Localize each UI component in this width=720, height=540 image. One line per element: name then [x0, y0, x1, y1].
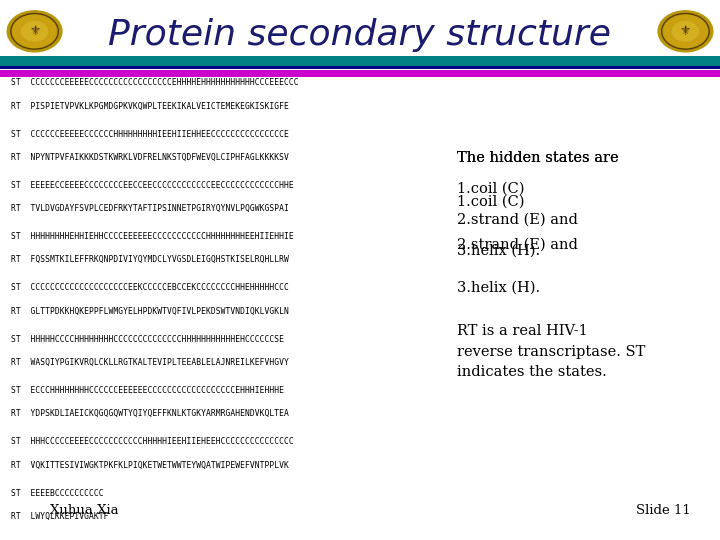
Text: 1.coil (C): 1.coil (C)	[457, 182, 525, 196]
Text: 3.helix (H).: 3.helix (H).	[457, 244, 540, 258]
Text: RT  GLTTPDKKHQKEPPFLWMGYELHPDKWTVQFIVLPEKDSWTVNDIQKLVGKLN: RT GLTTPDKKHQKEPPFLWMGYELHPDKWTVQFIVLPEK…	[11, 307, 289, 316]
Text: RT  LWYQLKKEPIVGAKTF: RT LWYQLKKEPIVGAKTF	[11, 512, 108, 521]
Text: 1.coil (C): 1.coil (C)	[457, 194, 525, 208]
Text: ST  CCCCCCCEEEEECCCCCCCCCCCCCCCCCEHHHHEHHHHHHHHHHHCCCEEECCC: ST CCCCCCCEEEEECCCCCCCCCCCCCCCCCEHHHHEHH…	[11, 78, 298, 87]
Text: RT  TVLDVGDAYFSVPLCEDFRKYTAFTIPSINNETPGIRYQYNVLPQGWKGSPAI: RT TVLDVGDAYFSVPLCEDFRKYTAFTIPSINNETPGIR…	[11, 204, 289, 213]
Text: reverse transcriptase. ST: reverse transcriptase. ST	[457, 345, 646, 359]
Circle shape	[658, 11, 713, 52]
Text: RT  PISPIETVPVKLKPGMDGPKVKQWPLTEEKIKALVEICTEMEKEGKISKIGFE: RT PISPIETVPVKLKPGMDGPKVKQWPLTEEKIKALVEI…	[11, 102, 289, 111]
Text: The hidden states are: The hidden states are	[457, 151, 618, 165]
Text: ST  EEEEBCCCCCCCCCC: ST EEEEBCCCCCCCCCC	[11, 489, 104, 498]
Circle shape	[7, 11, 62, 52]
Text: ST  HHHCCCCCEEEECCCCCCCCCCCHHHHHIEEHIIEHEEHCCCCCCCCCCCCCCC: ST HHHCCCCCEEEECCCCCCCCCCCHHHHHIEEHIIEHE…	[11, 437, 294, 447]
Text: Protein secondary structure: Protein secondary structure	[109, 18, 611, 52]
Text: RT  NPYNTPVFAIKKKDSTKWRKLVDFRELNKSTQDFWEVQLCIPHFAGLKKKKSV: RT NPYNTPVFAIKKKDSTKWRKLVDFRELNKSTQDFWEV…	[11, 153, 289, 162]
Text: ST  EEEEECCEEEECCCCCCCCEECCEECCCCCCCCCCCCEECCCCCCCCCCCCHHE: ST EEEEECCEEEECCCCCCCCEECCEECCCCCCCCCCCC…	[11, 181, 294, 190]
Circle shape	[13, 15, 56, 48]
Text: 3.helix (H).: 3.helix (H).	[457, 281, 540, 295]
Text: ST  HHHHHCCCCHHHHHHHHCCCCCCCCCCCCCCHHHHHHHHHHHEHCCCCCCSE: ST HHHHHCCCCHHHHHHHHCCCCCCCCCCCCCCHHHHHH…	[11, 335, 284, 344]
Text: Slide 11: Slide 11	[636, 504, 691, 517]
Text: RT  VQKITTESIVIWGKTPKFKLPIQKETWETWWTEYWQATWIPEWEFVNTPPLVK: RT VQKITTESIVIWGKTPKFKLPIQKETWETWWTEYWQA…	[11, 461, 289, 470]
Circle shape	[672, 22, 698, 41]
Text: RT is a real HIV-1: RT is a real HIV-1	[457, 324, 588, 338]
Text: ST  ECCCHHHHHHHHCCCCCCEEEEEECCCCCCCCCCCCCCCCCCEHHHIEHHHE: ST ECCCHHHHHHHHCCCCCCEEEEEECCCCCCCCCCCCC…	[11, 386, 284, 395]
Text: ⚜: ⚜	[680, 25, 691, 38]
Text: 2.strand (E) and: 2.strand (E) and	[457, 238, 578, 252]
Text: RT  YDPSKDLIAEICKQGQGQWTYQIYQEFFKNLKTGKYARMRGAHENDVKQLTEA: RT YDPSKDLIAEICKQGQGQWTYQIYQEFFKNLKTGKYA…	[11, 409, 289, 418]
Text: ST  CCCCCCEEEEECCCCCCHHHHHHHHHIEEHIIEHHEECCCCCCCCCCCCCCCE: ST CCCCCCEEEEECCCCCCHHHHHHHHHIEEHIIEHHEE…	[11, 130, 289, 139]
Text: RT  FQSSMTKILEFFRKQNPDIVIYQYMDCLYVGSDLEIGQHSTKISELRQHLLRW: RT FQSSMTKILEFFRKQNPDIVIYQYMDCLYVGSDLEIG…	[11, 255, 289, 265]
Circle shape	[664, 15, 707, 48]
Text: 2.strand (E) and: 2.strand (E) and	[457, 213, 578, 227]
Text: indicates the states.: indicates the states.	[457, 364, 607, 379]
Text: ⚜: ⚜	[29, 25, 40, 38]
Text: Xuhua Xia: Xuhua Xia	[50, 504, 119, 517]
Text: ST  CCCCCCCCCCCCCCCCCCCCEEKCCCCCEBCCEKCCCCCCCCHHEHHHHHCCC: ST CCCCCCCCCCCCCCCCCCCCEEKCCCCCEBCCEKCCC…	[11, 284, 289, 293]
Circle shape	[22, 22, 48, 41]
Text: The hidden states are: The hidden states are	[457, 151, 618, 165]
Text: RT  WASQIYPGIKVRQLCKLLRGTKALTEVIPLTEEABLELAJNREILKEFVHGVY: RT WASQIYPGIKVRQLCKLLRGTKALTEVIPLTEEABLE…	[11, 358, 289, 367]
Text: ST  HHHHHHHHEHHIEHHCCCCEEEEEECCCCCCCCCCCHHHHHHHHEEHIIEHHIE: ST HHHHHHHHEHHIEHHCCCCEEEEEECCCCCCCCCCCH…	[11, 232, 294, 241]
